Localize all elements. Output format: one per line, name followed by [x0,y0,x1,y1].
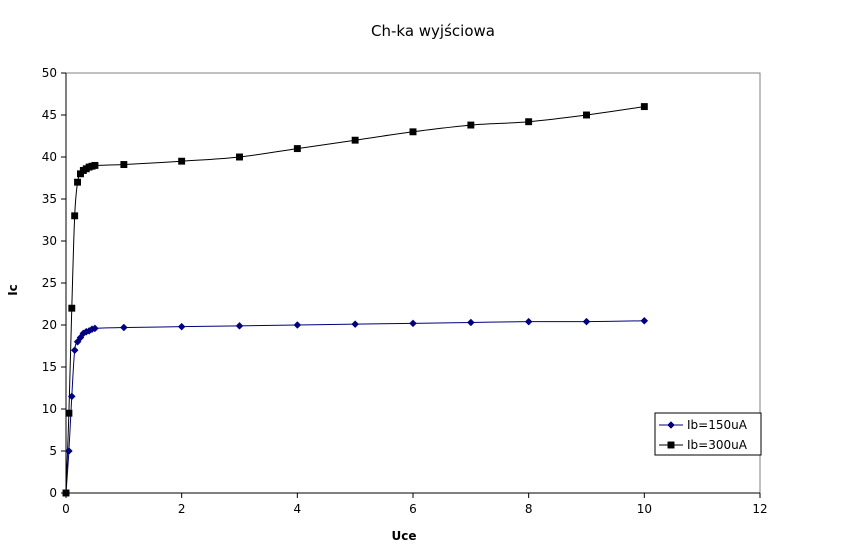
y-axis-ticks: 0 5 10 15 20 25 30 35 40 45 50 [42,66,66,500]
data-point [525,118,533,126]
x-axis-ticks: 0 2 4 6 8 10 12 [62,493,768,516]
x-tick-label: 6 [409,502,417,516]
x-axis-label: Uce [392,529,417,543]
x-tick-label: 8 [525,502,533,516]
x-tick-label: 0 [62,502,70,516]
x-tick-label: 12 [752,502,767,516]
data-point [351,320,360,329]
y-tick-label: 25 [42,276,57,290]
data-point [68,304,76,312]
data-point [62,489,70,497]
legend-label: Ib=300uA [687,438,748,452]
y-tick-label: 5 [49,444,57,458]
y-tick-label: 20 [42,318,57,332]
data-point [640,316,649,325]
data-point [583,111,590,119]
data-point [351,136,359,144]
x-tick-label: 10 [637,502,652,516]
data-point [236,153,243,161]
data-point [582,317,591,326]
series-2 [62,103,648,497]
data-point [235,321,244,330]
data-point [293,145,301,153]
data-point [119,323,128,332]
series-layer [62,103,649,497]
legend-label: Ib=150uA [687,418,748,432]
y-tick-label: 15 [42,360,57,374]
data-point [409,319,417,328]
data-point [120,161,128,169]
data-point [178,157,186,165]
data-point [65,409,73,417]
y-tick-label: 35 [42,192,57,206]
data-point [409,128,417,136]
legend-items: Ib=150uA Ib=300uA [659,418,748,452]
y-tick-label: 40 [42,150,57,164]
data-point [74,178,82,186]
legend-marker [667,421,675,429]
data-point [70,346,79,355]
data-point [640,103,648,111]
data-point [91,161,99,169]
data-point [466,318,475,327]
y-tick-label: 45 [42,108,57,122]
legend-item: Ib=300uA [659,438,748,452]
y-tick-label: 0 [49,486,57,500]
x-tick-label: 2 [178,502,186,516]
data-point [71,212,79,220]
legend-item: Ib=150uA [659,418,748,432]
y-axis-label: Ic [6,284,20,296]
data-point [293,321,302,329]
data-point [91,324,99,333]
y-tick-label: 30 [42,234,57,248]
data-point [177,322,186,331]
chart-title: Ch-ka wyjściowa [371,22,495,40]
data-point [467,121,475,129]
legend: Ib=150uA Ib=300uA [654,412,762,456]
legend-marker [667,441,675,449]
x-tick-label: 4 [294,502,302,516]
data-point [524,317,533,326]
y-tick-label: 50 [42,66,57,80]
y-tick-label: 10 [42,402,57,416]
